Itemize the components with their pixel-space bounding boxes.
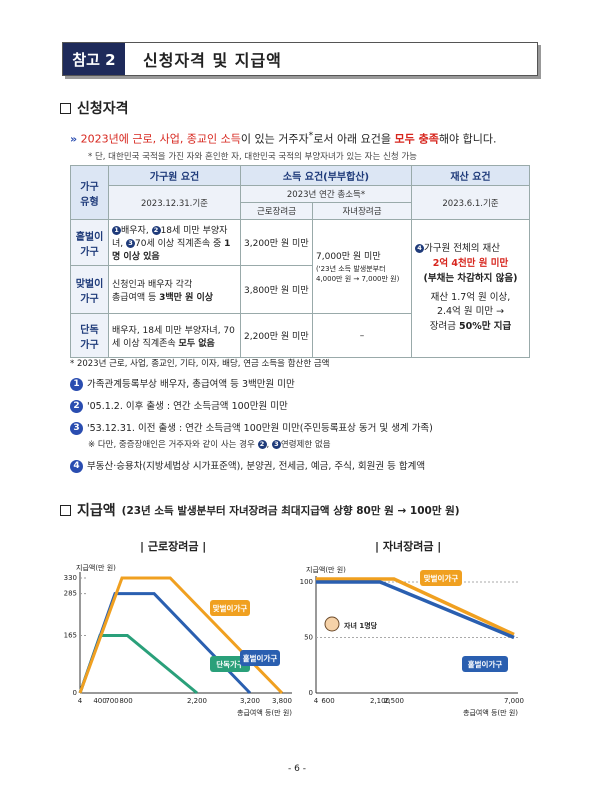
earned-chart-title: | 근로장려금 |	[140, 540, 207, 553]
reference-tag: 참고 2	[63, 43, 125, 75]
eligibility-note: * 단, 대한민국 국적을 가진 자와 혼인한 자, 대한민국 국적의 부양자녀…	[88, 152, 418, 162]
asset-cell: 4 가구원 전체의 재산 2억 4천만 원 미만 (부채는 차감하지 않음) 재산…	[411, 219, 530, 358]
x-axis-label: 총급여액 등(만 원)	[463, 708, 518, 717]
member-cell: 신청인과 배우자 각각 총급여액 등 3백만 원 이상	[108, 265, 241, 314]
x-tick-label: 2,100	[370, 697, 390, 705]
footnote-3-note: ※ 다만, 중증장애인은 거주자와 같이 사는 경우 2, 3 연령제한 없음	[88, 440, 331, 450]
x-tick-label: 800	[119, 697, 132, 705]
requirements-table: 가구 유형 가구원 요건 소득 요건(부부합산) 재산 요건 2023.12.3…	[70, 165, 530, 358]
child-chart-title: | 자녀장려금 |	[375, 540, 442, 553]
y-axis-label: 지급액(만 원)	[76, 563, 116, 572]
series-line-2	[78, 576, 284, 695]
y-tick-label: 330	[64, 574, 77, 582]
footnote-1: 1 가족관계등록부상 배우자, 총급여액 등 3백만원 미만	[70, 376, 295, 391]
x-tick-label: 600	[321, 697, 334, 705]
footnote-2: 2'05.1.2. 이후 출생 : 연간 소득금액 100만원 미만	[70, 398, 288, 413]
x-tick-label: 700	[105, 697, 118, 705]
series-badge-label: 단독가구	[216, 659, 244, 669]
x-tick-label: 4	[78, 697, 83, 705]
col-asset: 재산 요건	[411, 165, 530, 186]
col-household-type: 가구 유형	[70, 165, 109, 220]
x-tick-label: 2,200	[187, 697, 207, 705]
series-badge-label: 홑벌이가구	[243, 653, 278, 663]
eligibility-summary: » 2023년에 근로, 사업, 종교인 소득이 있는 거주자*로서 아래 요건…	[70, 130, 497, 146]
series-badge	[420, 570, 462, 586]
page-title: 신청자격 및 지급액	[143, 51, 282, 70]
y-tick-label: 165	[64, 632, 77, 640]
child-badge-label: 자녀 1명당	[344, 621, 378, 630]
member-cell: 1 배우자, 2 18세 미만 부양자녀, 3 70세 이상 직계존속 중 1명 이상…	[108, 219, 241, 266]
series-badge	[240, 650, 280, 666]
x-axis-label: 총급여액 등(만 원)	[237, 708, 292, 717]
checkbox-square-icon	[60, 504, 71, 516]
x-tick-label: 3,800	[272, 697, 292, 705]
x-tick-label: 4	[314, 697, 319, 705]
series-badge-label: 맞벌이가구	[213, 603, 248, 613]
col-member: 가구원 요건	[108, 165, 241, 186]
y-tick-label: 0	[309, 689, 313, 697]
y-tick-label: 285	[64, 590, 77, 598]
x-tick-label: 2,500	[384, 697, 404, 705]
footnote-4: 4 부동산·승용차(지방세법상 시가표준액), 분양권, 전세금, 예금, 주식,…	[70, 458, 425, 473]
eligibility-heading: 신청자격	[60, 98, 129, 118]
row-type-dual-earner: 맞벌이 가구	[70, 265, 109, 314]
member-cell: 배우자, 18세 미만 부양자녀, 70세 이상 직계존속 모두 없음	[108, 313, 241, 358]
y-tick-label: 100	[300, 578, 313, 586]
x-tick-label: 3,200	[240, 697, 260, 705]
amount-heading: 지급액 (23년 소득 발생분부터 자녀장려금 최대지급액 상향 80만 원 →…	[60, 500, 460, 520]
double-arrow-icon: »	[70, 132, 78, 146]
section-title-box: 참고 2 신청자격 및 지급액	[62, 42, 538, 76]
y-tick-label: 50	[304, 634, 313, 642]
series-line-0	[316, 580, 515, 640]
child-face-icon	[324, 616, 340, 632]
checkbox-square-icon	[60, 102, 71, 114]
y-tick-label: 0	[73, 689, 77, 697]
series-line-1	[316, 577, 515, 637]
series-badge-label: 맞벌이가구	[424, 573, 459, 583]
child-income-cell: 7,000만 원 미만 ('23년 소득 발생분부터 4,000만 원 → 7,…	[312, 219, 412, 314]
y-axis-label: 지급액(만 원)	[306, 565, 346, 574]
page-number: - 6 -	[288, 764, 306, 774]
footnote-3: 3'53.12.31. 이전 출생 : 연간 소득금액 100만원 미만(주민등…	[70, 420, 433, 435]
footnote-star: * 2023년 근로, 사업, 종교인, 기타, 이자, 배당, 연금 소득을 …	[70, 359, 330, 369]
row-type-single: 단독 가구	[70, 313, 109, 358]
eligibility-heading-text: 신청자격	[77, 101, 129, 117]
series-badge	[210, 600, 250, 616]
col-income: 소득 요건(부부합산)	[240, 165, 412, 186]
series-badge	[462, 656, 508, 672]
series-badge-label: 홑벌이가구	[468, 659, 503, 669]
x-tick-label: 7,000	[504, 697, 524, 705]
row-type-one-earner: 홑벌이 가구	[70, 219, 109, 266]
x-tick-label: 400	[93, 697, 106, 705]
